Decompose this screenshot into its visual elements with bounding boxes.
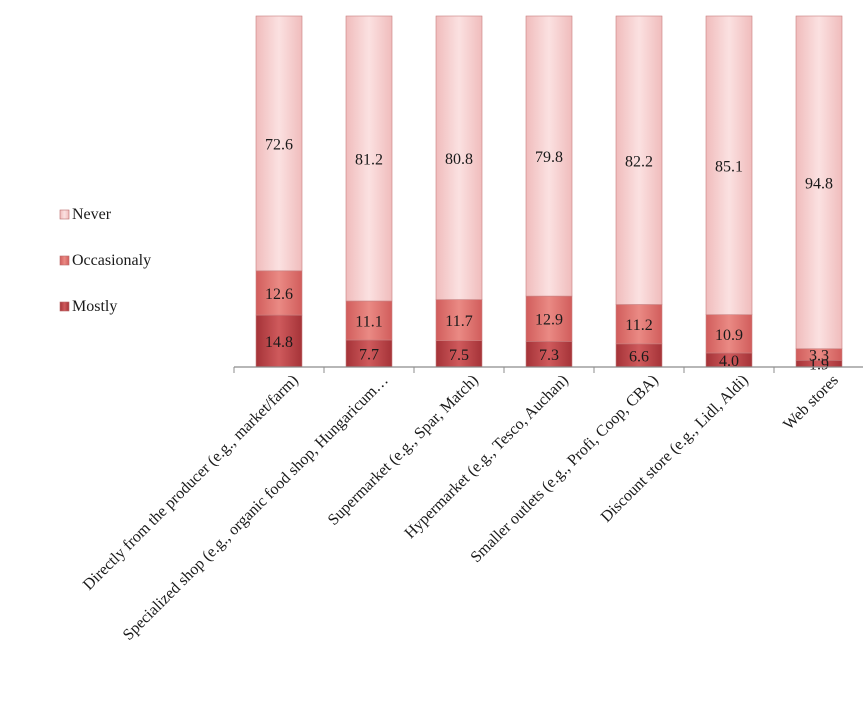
value-label-never-6: 94.8 (805, 175, 833, 192)
value-label-occasionaly-2: 11.7 (445, 313, 472, 330)
bar-segment-never-4 (615, 15, 663, 305)
bar-segment-occasionaly-5 (705, 314, 753, 354)
value-label-mostly-6: 1.9 (809, 357, 829, 374)
category-label-5: Discount store (e.g., Lidl, Aldi) (598, 372, 752, 526)
bar-segment-occasionaly-3 (525, 295, 573, 342)
value-label-mostly-0: 14.8 (265, 334, 293, 351)
value-label-occasionaly-4: 11.2 (625, 317, 652, 334)
category-labels-layer: Directly from the producer (e.g., market… (80, 372, 842, 644)
value-label-never-0: 72.6 (265, 136, 293, 153)
bar-segment-mostly-0 (255, 314, 303, 368)
legend-swatch-mostly (59, 301, 70, 312)
legend-swatch-never (59, 209, 70, 220)
value-label-occasionaly-0: 12.6 (265, 286, 293, 303)
legend-swatch-occasionaly (59, 255, 70, 266)
value-label-mostly-5: 4.0 (719, 353, 739, 370)
bar-segment-never-2 (435, 15, 483, 300)
legend-label-mostly: Mostly (72, 298, 117, 315)
x-ticks-layer (233, 367, 775, 373)
legend-label-never: Never (72, 206, 112, 223)
bar-segment-occasionaly-1 (345, 300, 393, 341)
bar-segment-never-5 (705, 15, 753, 316)
value-labels-layer: 14.8 12.6 72.6 7.7 11.1 81.2 7.5 11.7 80.8 7.3 12.… (265, 136, 833, 373)
value-label-occasionaly-3: 12.9 (535, 312, 563, 329)
value-label-never-5: 85.1 (715, 158, 743, 175)
bar-segment-never-1 (345, 15, 393, 302)
bar-segment-occasionaly-4 (615, 304, 663, 345)
bar-segment-mostly-3 (525, 341, 573, 368)
bar-segment-mostly-1 (345, 339, 393, 368)
bar-segment-occasionaly-2 (435, 299, 483, 341)
value-label-mostly-1: 7.7 (359, 346, 379, 363)
bar-segment-never-6 (795, 15, 843, 350)
value-label-never-1: 81.2 (355, 152, 383, 169)
value-label-mostly-4: 6.6 (629, 348, 649, 365)
value-label-occasionaly-6: 3.3 (809, 348, 829, 365)
value-label-never-4: 82.2 (625, 153, 653, 170)
category-label-6: Web stores (780, 372, 842, 434)
legend: Never Occasionaly Mostly (59, 206, 151, 315)
value-label-never-2: 80.8 (445, 151, 473, 168)
category-label-2: Supermarket (e.g., Spar, Match) (325, 372, 482, 529)
category-label-4: Smaller outlets (e.g., Profi, Coop, CBA) (468, 372, 662, 566)
value-label-occasionaly-5: 10.9 (715, 327, 743, 344)
category-label-3: Hypermarket (e.g., Tesco, Auchan) (402, 372, 572, 542)
legend-label-occasionaly: Occasionaly (72, 252, 151, 269)
bar-segment-occasionaly-0 (255, 270, 303, 316)
value-label-mostly-2: 7.5 (449, 347, 469, 364)
bars-layer (255, 15, 843, 368)
bar-segment-never-3 (525, 15, 573, 297)
value-label-occasionaly-1: 11.1 (355, 313, 382, 330)
value-label-mostly-3: 7.3 (539, 347, 559, 364)
bar-segment-never-0 (255, 15, 303, 272)
value-label-never-3: 79.8 (535, 149, 563, 166)
